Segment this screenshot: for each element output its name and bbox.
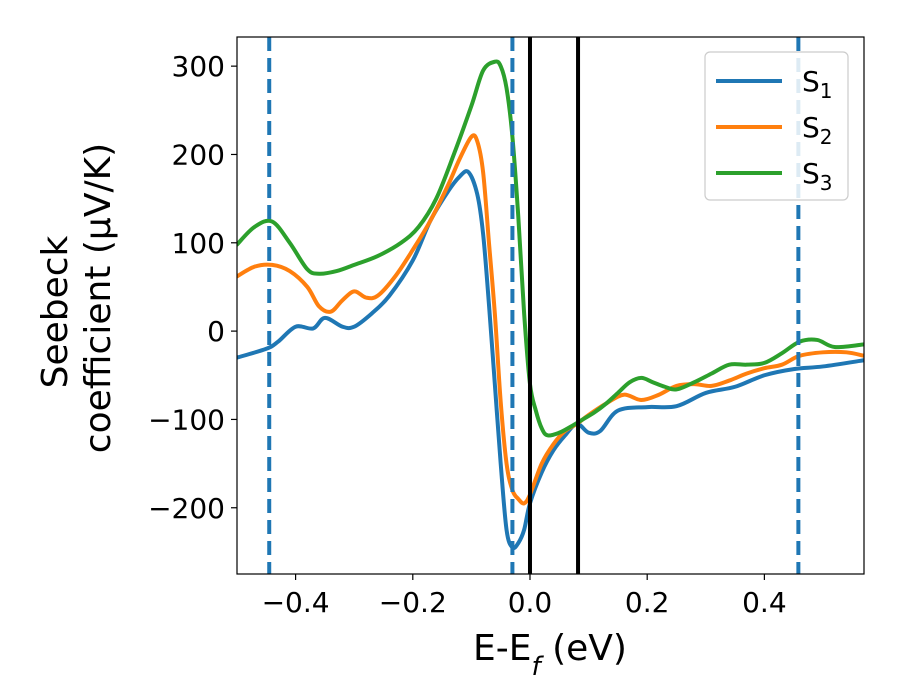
x-tick-label: −0.4 <box>262 586 330 619</box>
legend-label-s1: S1 <box>802 65 833 103</box>
y-axis-title-line2: coefficient (μV/K) <box>78 143 119 453</box>
y-axis-title: Seebeck coefficient (μV/K) <box>35 143 119 453</box>
y-axis-ticks: −200 −100 0 100 200 300 <box>148 50 237 525</box>
y-tick-label: −100 <box>148 403 225 436</box>
legend-label-s3: S3 <box>802 157 833 195</box>
y-tick-label: −200 <box>148 492 225 525</box>
series-line-s3 <box>237 59 864 438</box>
x-axis-title: E-Ef (eV) <box>473 628 627 682</box>
series-line-s1 <box>237 169 864 551</box>
x-tick-label: 0.4 <box>742 586 787 619</box>
legend: S1 S2 S3 <box>704 51 849 201</box>
x-tick-label: −0.2 <box>379 586 447 619</box>
y-axis-title-line1: Seebeck <box>35 235 76 388</box>
legend-label-s2: S2 <box>802 111 833 149</box>
plot-frame <box>236 36 865 575</box>
y-tick-label: 300 <box>172 50 225 83</box>
x-axis-ticks: −0.4 −0.2 0.0 0.2 0.4 <box>262 574 787 619</box>
y-tick-label: 200 <box>172 138 225 171</box>
y-tick-label: 0 <box>207 315 225 348</box>
x-tick-label: 0.2 <box>625 586 670 619</box>
y-tick-label: 100 <box>172 227 225 260</box>
x-tick-label: 0.0 <box>508 586 553 619</box>
